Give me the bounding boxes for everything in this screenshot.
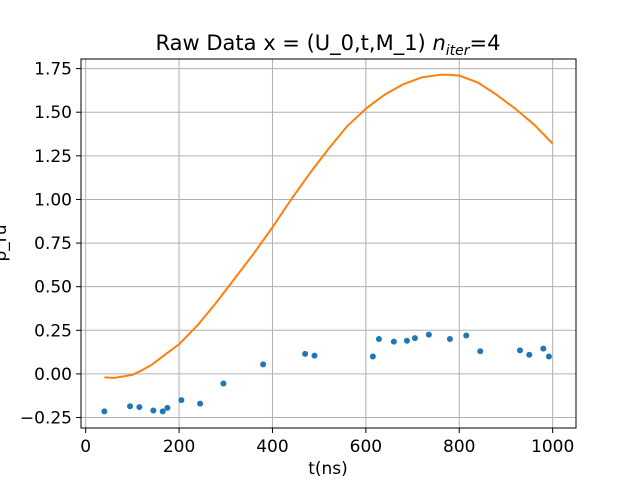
data-point — [526, 351, 533, 358]
data-point — [164, 404, 171, 411]
data-point — [311, 352, 318, 359]
data-point — [220, 380, 227, 387]
data-point — [540, 345, 547, 352]
chart-title-main: Raw Data x = (U_0,t,M_1) — [156, 31, 433, 56]
data-point — [150, 407, 157, 414]
x-tick-label: 800 — [443, 437, 475, 457]
points-series — [101, 331, 552, 415]
y-tick-label: 0.25 — [34, 321, 72, 341]
data-point — [302, 350, 309, 357]
data-point — [463, 332, 470, 339]
y-tick-label: 1.50 — [34, 103, 72, 123]
data-point — [369, 353, 376, 360]
data-point — [159, 408, 166, 415]
chart-title: Raw Data x = (U_0,t,M_1) niter=4 — [156, 31, 501, 59]
y-tick-label: 0.75 — [34, 234, 72, 254]
chart-title-suffix: =4 — [470, 31, 501, 55]
y-tick-label: 1.75 — [34, 60, 72, 80]
data-point — [545, 353, 552, 360]
grid-lines — [81, 59, 576, 428]
data-point — [127, 403, 134, 410]
chart-title-math-var: n — [432, 31, 445, 55]
y-axis-title: p_ru — [0, 224, 11, 261]
x-tick-label: 600 — [350, 437, 382, 457]
x-tick-label: 400 — [256, 437, 288, 457]
chart-title-math-sub: iter — [446, 43, 471, 59]
data-point — [411, 335, 418, 342]
data-point — [446, 336, 453, 343]
data-point — [197, 400, 204, 407]
y-tick-label: 1.25 — [34, 147, 72, 167]
y-tick-label: 0.00 — [34, 365, 72, 385]
x-axis-title: t(ns) — [308, 459, 348, 479]
y-tick-label: 0.50 — [34, 278, 72, 298]
y-axis-ticks: −0.25 0.00 0.25 0.50 0.75 1.00 1.25 1.50 1.75 — [20, 60, 81, 429]
y-tick-label: 1.00 — [34, 190, 72, 210]
y-tick-label: −0.25 — [20, 409, 72, 429]
data-point — [375, 336, 382, 343]
data-point — [101, 408, 108, 415]
data-point — [516, 347, 523, 354]
x-axis-ticks: 0 200 400 600 800 1000 — [80, 428, 574, 457]
data-point — [390, 338, 397, 345]
x-tick-label: 0 — [80, 437, 91, 457]
data-point — [477, 348, 484, 355]
data-point — [260, 361, 267, 368]
data-point — [178, 397, 185, 404]
data-point — [425, 331, 432, 338]
x-tick-label: 1000 — [531, 437, 574, 457]
data-point — [136, 404, 143, 411]
data-point — [403, 337, 410, 344]
fit-series — [104, 73, 554, 379]
fit-curve — [104, 73, 554, 379]
x-tick-label: 200 — [163, 437, 195, 457]
